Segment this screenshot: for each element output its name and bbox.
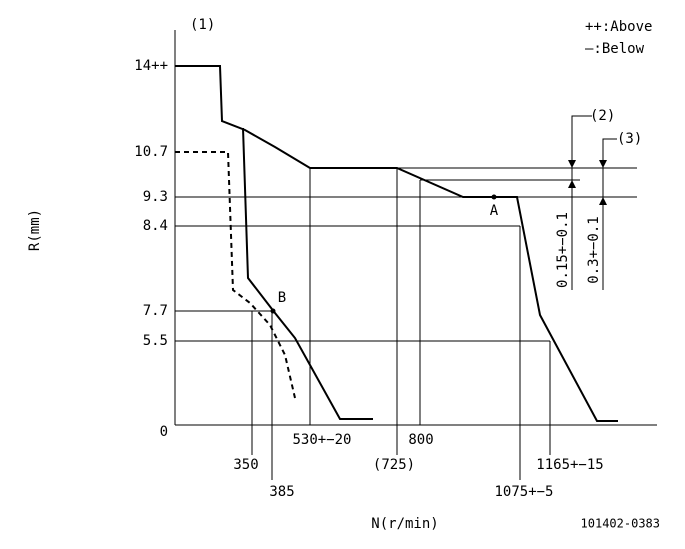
y-label: 7.7 (143, 303, 168, 319)
dimensions (568, 115, 617, 290)
y-label: 0 (160, 424, 168, 440)
x-label: 530+−20 (292, 432, 351, 448)
x-label: 385 (269, 484, 294, 500)
legend-above: ++:Above (585, 19, 652, 35)
point-label: A (490, 203, 499, 219)
y-label: 5.5 (143, 333, 168, 349)
y-label: 8.4 (143, 218, 168, 234)
legend-below: —:Below (585, 41, 645, 57)
y-labels: 14++ 10.7 9.3 8.4 7.7 5.5 0 (134, 58, 168, 440)
x-axis-title: N(r/min) (371, 516, 438, 532)
x-label: 1165+−15 (536, 457, 603, 473)
axes (174, 30, 657, 426)
x-label: 350 (233, 457, 258, 473)
dim-label: 0.3+−0.1 (586, 216, 602, 283)
y-label: 9.3 (143, 189, 168, 205)
point-label: B (278, 290, 286, 306)
x-labels: 350 385 530+−20 800 (725) 1075+−5 1165+−… (233, 432, 603, 500)
y-axis-title: R(mm) (27, 209, 43, 251)
drawing-number: 101402-0383 (581, 517, 660, 531)
dim-label: 0.15+−0.1 (555, 212, 571, 288)
x-label: 1075+−5 (494, 484, 553, 500)
ref-label: (2) (590, 108, 615, 124)
curves (175, 65, 618, 422)
x-label: (725) (373, 457, 415, 473)
x-label: 800 (408, 432, 433, 448)
ref-label: (3) (617, 131, 642, 147)
curve-ref: (1) (190, 17, 215, 33)
y-label: 10.7 (134, 144, 168, 160)
reference-lines (175, 167, 637, 480)
y-label: 14++ (134, 58, 168, 74)
